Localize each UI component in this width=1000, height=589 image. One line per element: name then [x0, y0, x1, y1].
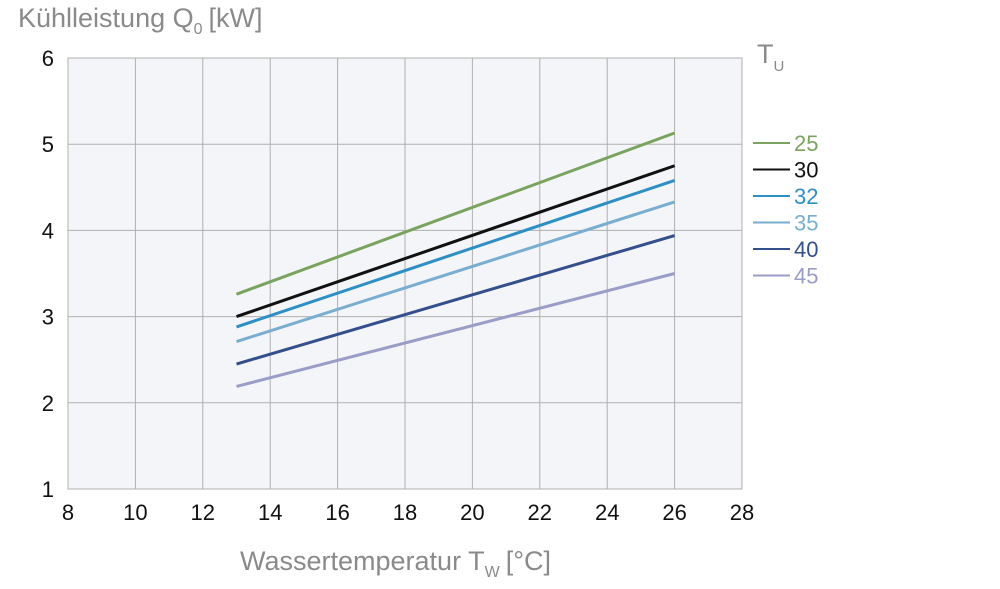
series-line-35 — [236, 200, 676, 344]
legend-label-45: 45 — [794, 264, 818, 289]
legend-label-40: 40 — [794, 237, 818, 262]
series-line-45 — [236, 272, 675, 388]
y-tick-label: 2 — [42, 391, 54, 416]
x-tick-label: 12 — [191, 500, 215, 525]
x-tick-label: 20 — [460, 500, 484, 525]
y-tick-label: 5 — [42, 132, 54, 157]
x-axis-title: Wassertemperatur TW [°C] — [240, 546, 551, 581]
y-tick-label: 3 — [42, 305, 54, 330]
x-tick-label: 18 — [393, 500, 417, 525]
y-tick-label: 4 — [42, 218, 54, 243]
series-line-25 — [235, 131, 676, 296]
x-tick-label: 22 — [528, 500, 552, 525]
legend-title: TU — [757, 39, 784, 75]
series-line-40 — [236, 234, 676, 366]
series-line-32 — [236, 178, 676, 329]
x-tick-label: 24 — [595, 500, 619, 525]
series-line-30 — [236, 164, 676, 319]
x-tick-label: 28 — [730, 500, 754, 525]
legend-label-32: 32 — [794, 184, 818, 209]
x-tick-label: 10 — [123, 500, 147, 525]
x-tick-labels: 8 10 12 14 16 18 20 22 24 26 28 — [62, 500, 754, 525]
legend-label-25: 25 — [794, 131, 818, 156]
y-tick-label: 6 — [42, 46, 54, 71]
x-tick-label: 26 — [662, 500, 686, 525]
y-tick-labels: 1 2 3 4 5 6 — [42, 46, 54, 502]
x-tick-label: 14 — [258, 500, 282, 525]
legend-label-30: 30 — [794, 158, 818, 183]
legend-label-35: 35 — [794, 211, 818, 236]
y-tick-label: 1 — [42, 477, 54, 502]
y-axis-title: Kühlleistung Q0 [kW] — [18, 3, 263, 38]
series-lines — [235, 131, 676, 388]
x-tick-label: 16 — [325, 500, 349, 525]
x-tick-label: 8 — [62, 500, 74, 525]
